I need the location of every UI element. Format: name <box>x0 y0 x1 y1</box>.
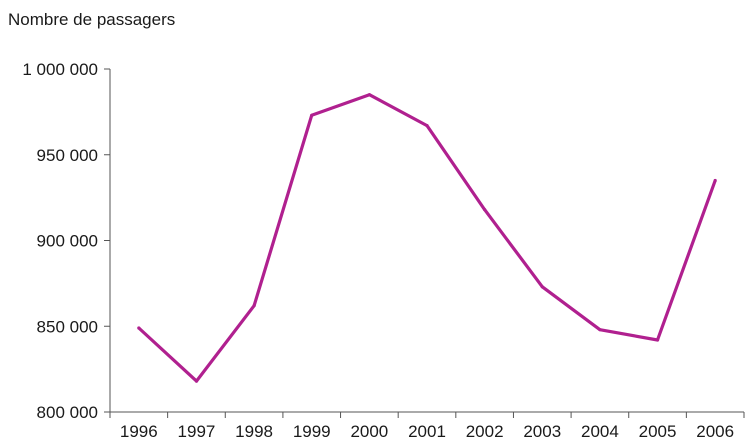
x-tick-label: 2001 <box>408 422 446 441</box>
x-tick-label: 2004 <box>581 422 619 441</box>
x-tick-label: 1996 <box>120 422 158 441</box>
data-point <box>713 178 717 183</box>
y-tick-label: 850 000 <box>37 317 98 336</box>
data-point <box>194 379 199 383</box>
x-tick-label: 2002 <box>466 422 504 441</box>
y-ticks: 800 000 850 000 900 000 950 000 1 000 000 <box>22 60 110 422</box>
x-tick-label: 1998 <box>235 422 273 441</box>
data-point <box>310 113 314 117</box>
data-point <box>483 208 487 212</box>
x-ticks: 1996 1997 1998 1999 2000 2001 2002 2003 2004 2005… <box>109 412 745 441</box>
series-group <box>137 93 717 383</box>
x-tick-label: 2000 <box>350 422 388 441</box>
data-point <box>655 338 660 342</box>
data-point <box>367 93 371 97</box>
y-tick-label: 1 000 000 <box>22 60 98 79</box>
data-point <box>252 304 256 308</box>
x-tick-label: 2003 <box>523 422 561 441</box>
x-tick-label: 1999 <box>293 422 331 441</box>
y-tick-label: 900 000 <box>37 232 98 251</box>
x-tick-label: 2005 <box>639 422 677 441</box>
y-tick-label: 800 000 <box>37 403 98 422</box>
series-line <box>137 93 717 383</box>
data-point <box>137 326 141 330</box>
x-tick-label: 1997 <box>178 422 216 441</box>
x-tick-label: 2006 <box>696 422 734 441</box>
data-point <box>540 285 544 289</box>
y-axis-label: Nombre de passagers <box>8 10 175 29</box>
data-point <box>598 328 602 332</box>
data-point <box>425 123 429 128</box>
y-tick-label: 950 000 <box>37 146 98 165</box>
